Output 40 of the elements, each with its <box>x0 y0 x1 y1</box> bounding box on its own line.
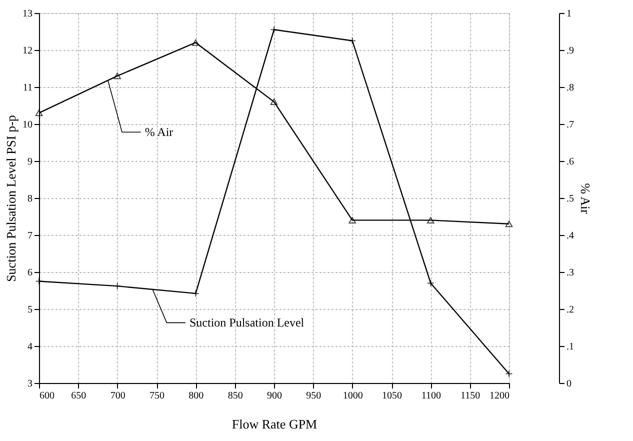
y2-tick-label: .8 <box>566 82 574 94</box>
x-axis-title: Flow Rate GPM <box>232 416 318 432</box>
x-tick-label: 1150 <box>460 390 480 402</box>
y2-tick-label: .2 <box>566 304 574 316</box>
text: % Air <box>144 125 174 140</box>
x-tick-label: 950 <box>306 390 322 402</box>
y2-tick-label: .7 <box>566 120 574 130</box>
y-tick-label: 12 <box>22 46 32 56</box>
y-tick-label: 8 <box>28 194 32 204</box>
x-tick-label: 1100 <box>421 390 441 402</box>
y-tick-label: 4 <box>28 342 32 352</box>
y2-tick-label: .5 <box>566 194 574 204</box>
y-tick-label: 7 <box>28 230 32 242</box>
y-tick-label: 11 <box>22 82 32 94</box>
x-tick-label: 850 <box>228 390 243 402</box>
y-tick-label: 3 <box>28 378 32 390</box>
y2-tick-label: 1 <box>566 8 572 20</box>
y-tick-label: 13 <box>22 8 32 20</box>
x-tick-label: 1050 <box>382 390 402 402</box>
y-tick-label: 10 <box>22 120 32 130</box>
y-tick-label: 9 <box>28 156 32 168</box>
x-tick-label: 700 <box>110 390 126 402</box>
y-tick-label: 5 <box>28 304 32 316</box>
y2-tick-label: .4 <box>566 230 574 242</box>
x-tick-label: 900 <box>267 390 282 402</box>
x-tick-label: 750 <box>150 390 164 402</box>
x-tick-label: 650 <box>71 390 86 402</box>
y2-tick-label: 0 <box>566 378 572 390</box>
y2-tick-label: .3 <box>566 268 574 278</box>
y2-tick-label: .1 <box>566 342 574 352</box>
x-tick-label: 1000 <box>342 390 363 402</box>
x-tick-label: 600 <box>40 390 54 402</box>
x-tick-label: 1200 <box>490 390 510 402</box>
y2-tick-label: .6 <box>566 156 574 168</box>
y-axis-title: Suction Pulsation Level PSI p-p <box>4 115 18 282</box>
y2-axis-title: % Air <box>578 183 593 215</box>
series-label: Suction Pulsation Level <box>189 316 305 330</box>
x-tick-label: 800 <box>188 390 204 402</box>
y2-tick-label: .9 <box>566 46 574 56</box>
y-tick-label: 6 <box>28 268 32 278</box>
